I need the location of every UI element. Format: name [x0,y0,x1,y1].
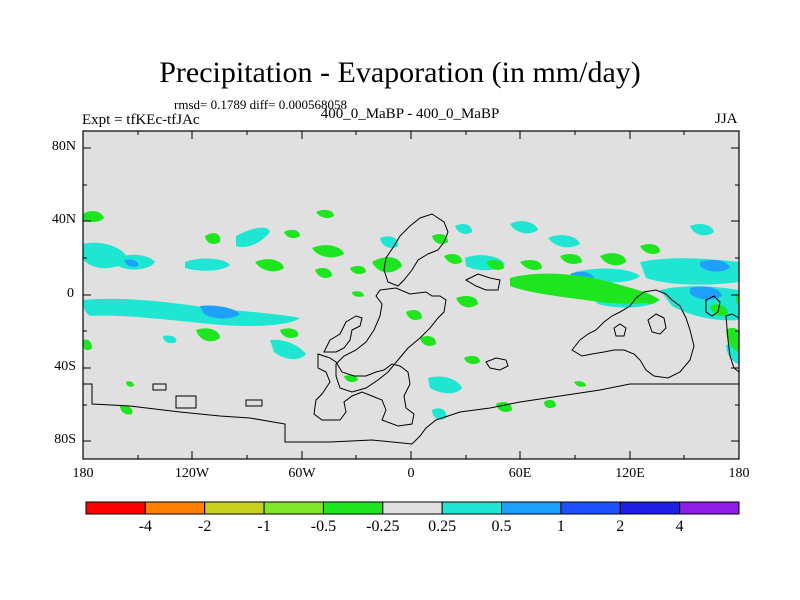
colorbar-box [441,501,503,515]
x-tick-label: 0 [407,466,415,481]
colorbar-box [85,501,146,515]
colorbar-label: 0.5 [491,518,512,535]
x-tick-label: 120E [615,466,645,481]
colorbar [85,501,740,515]
colorbar-label: -2 [198,518,212,535]
colorbar-box [619,501,681,515]
colorbar-label: 1 [556,518,565,535]
colorbar-box [501,501,562,515]
colorbar-box [204,501,265,515]
x-tick-label: 120W [174,466,210,481]
colorbar-label: 2 [616,518,625,535]
y-tick-label: 80S [54,432,76,447]
colorbar-box [679,501,740,515]
subtitle: 400_0_MaBP - 400_0_MaBP [320,106,500,122]
colorbar-label: -0.5 [310,518,337,535]
x-tick-label: 60E [508,466,532,481]
axis-ticks [83,131,739,459]
stats-line: rmsd= 0.1789 diff= 0.000568058 [174,97,347,112]
colorbar-label: 0.25 [428,518,457,535]
x-tick-label: 60W [288,466,316,481]
y-tick-label: 40S [54,359,76,374]
y-tick-label: 40N [51,212,76,227]
colorbar-box [322,501,384,515]
colorbar-label: -0.25 [366,518,400,535]
y-tick-label: 80N [51,139,76,154]
negative-anomaly-patches [83,209,739,415]
colorbar-label: 4 [675,518,684,535]
colorbar-box [560,501,621,515]
colorbar-box [382,501,443,515]
x-tick-label: 180 [728,466,750,481]
coastlines [83,213,740,445]
colorbar-box [144,501,206,515]
x-tick-label: 180 [72,466,94,481]
experiment-label: Expt = tfKEc-tfJAc [82,112,200,128]
colorbar-box [263,501,324,515]
season-label: JJA [715,111,738,127]
colorbar-label: -4 [138,518,153,535]
chart-title: Precipitation - Evaporation (in mm/day) [159,56,641,89]
colorbar-label: -1 [257,518,271,535]
y-tick-label: 0 [67,286,74,301]
